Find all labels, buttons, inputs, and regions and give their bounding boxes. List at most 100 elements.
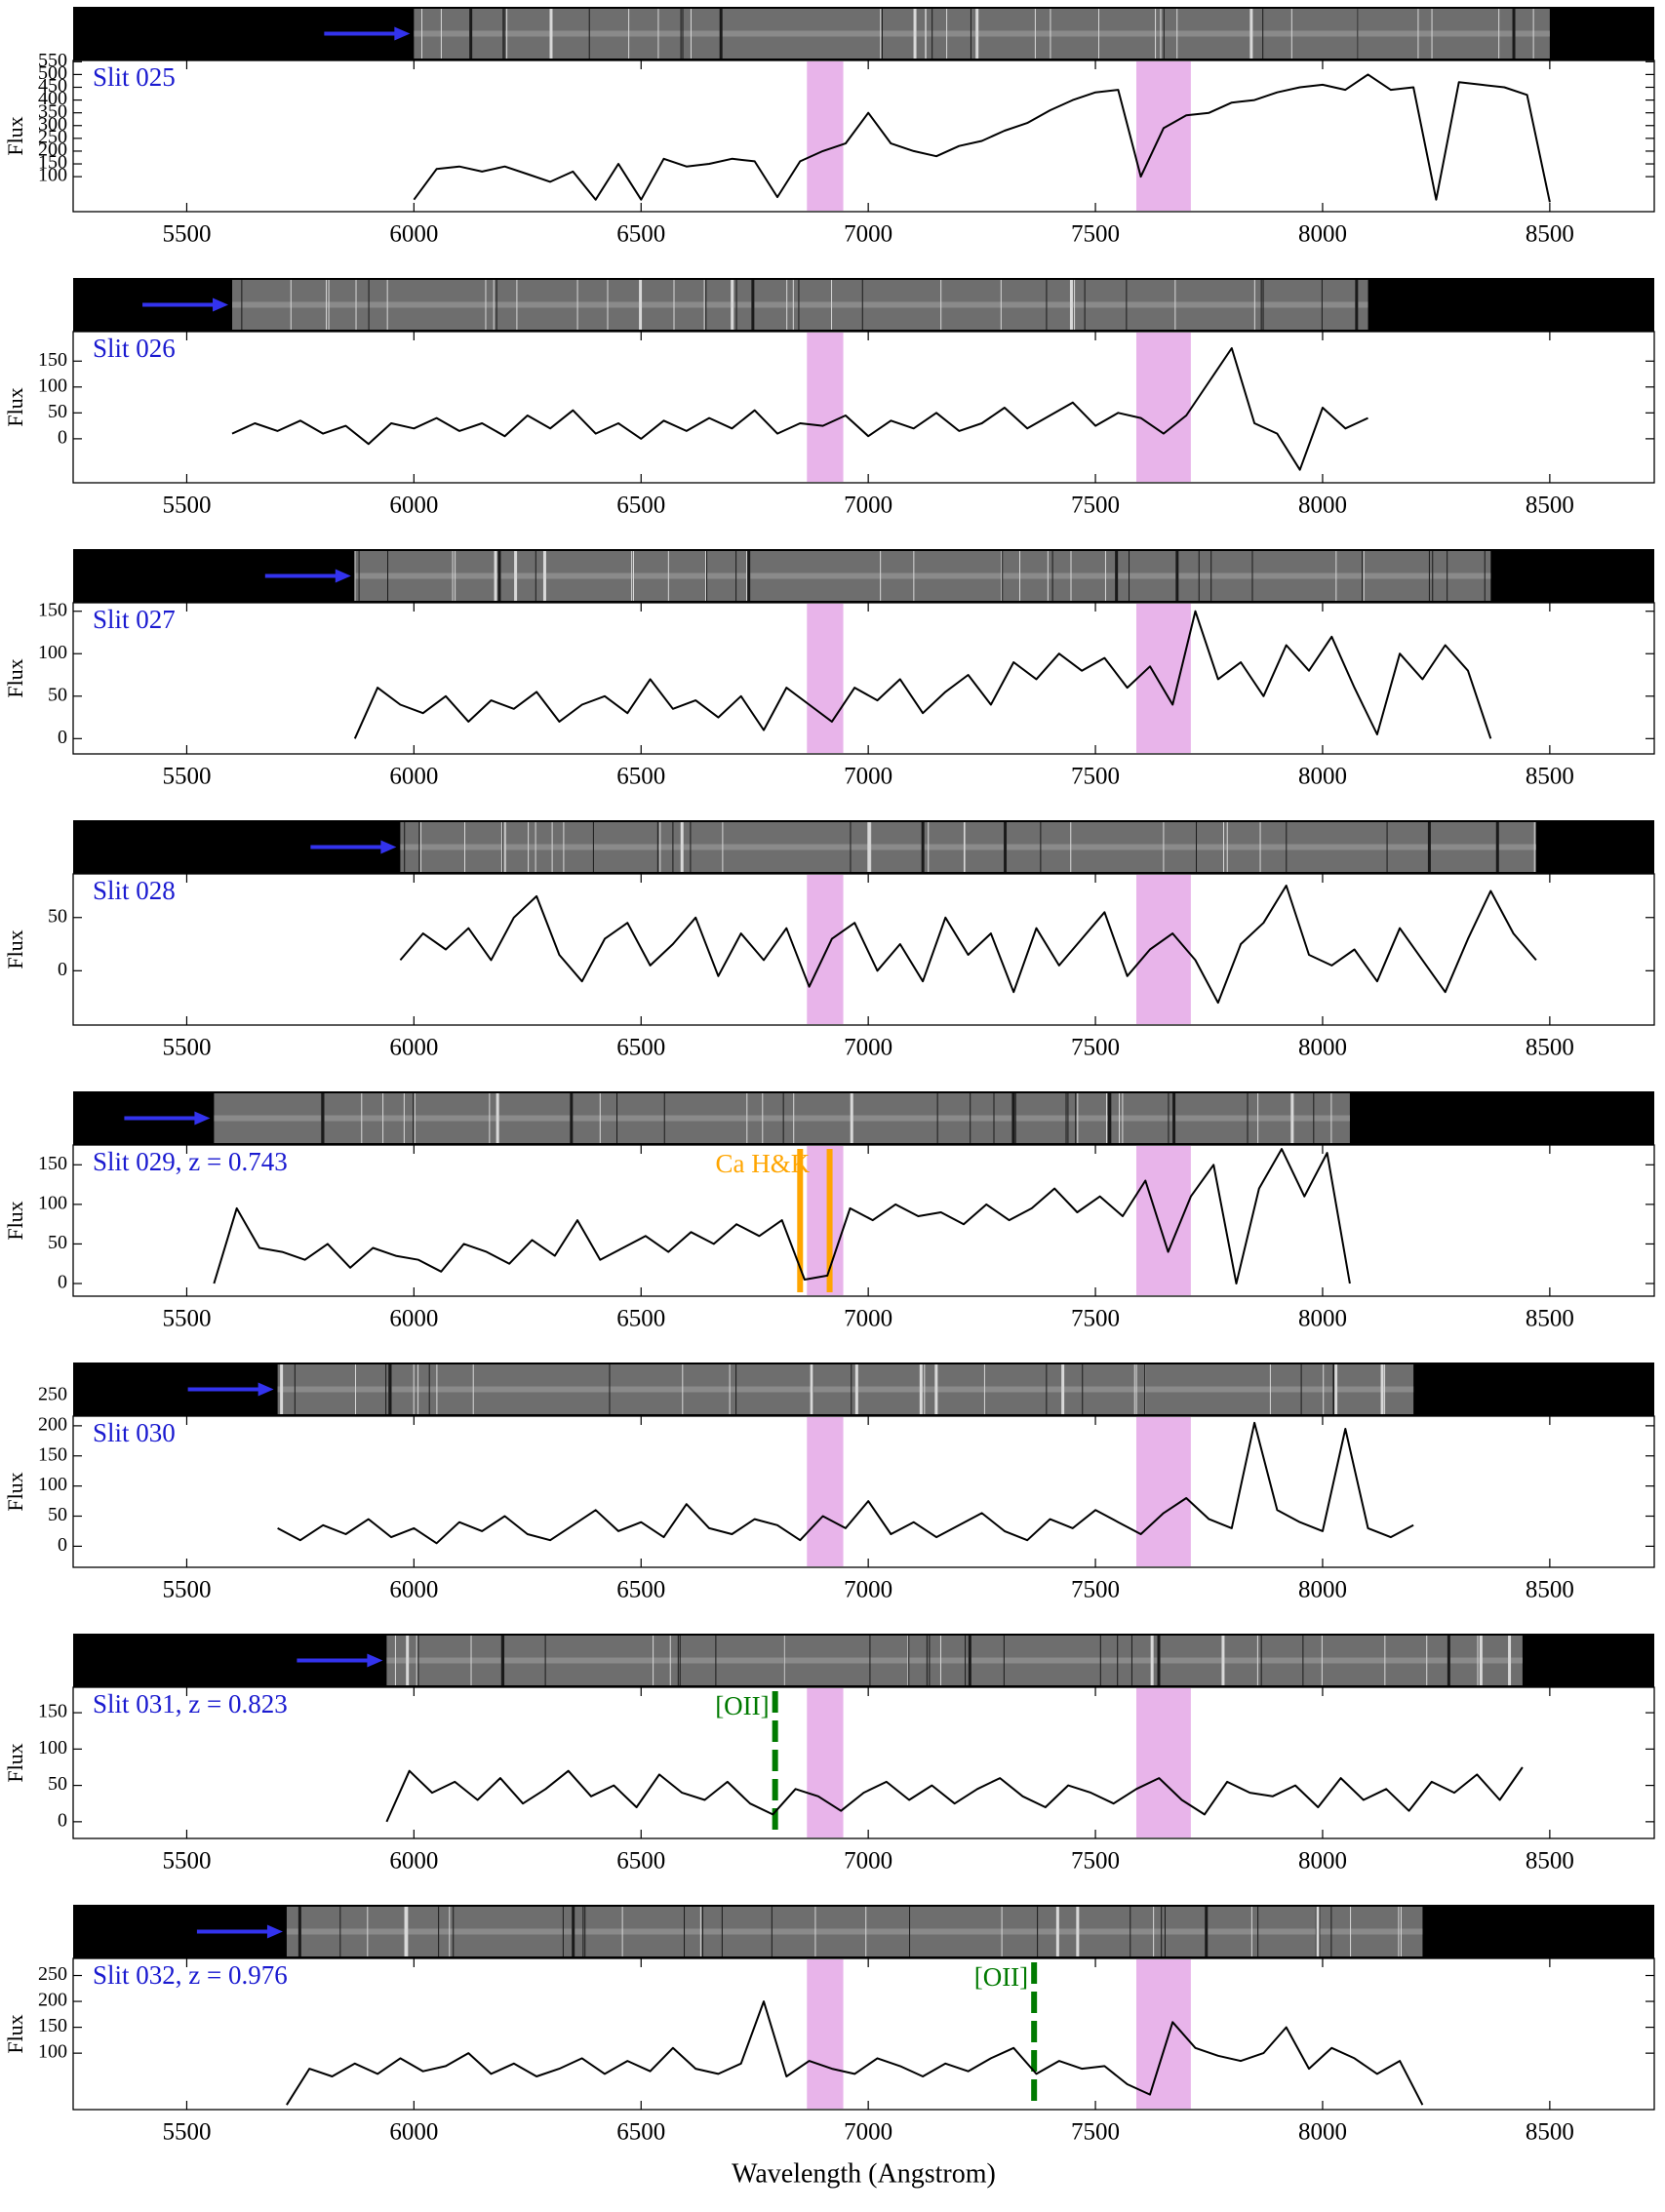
y-tick-label: 200 [38,1990,67,2011]
x-tick-label: 6000 [389,1035,438,1061]
x-tick-label: 8000 [1298,1306,1347,1332]
x-tick-label: 7500 [1071,1577,1120,1603]
x-tick-label: 7000 [844,1848,892,1875]
x-tick-label: 7500 [1071,221,1120,248]
x-tick-label: 8500 [1526,764,1574,790]
x-tick-label: 6500 [616,221,665,248]
telluric-band [807,604,844,753]
y-tick-label: 0 [58,959,67,980]
telluric-band [1135,1959,1191,2109]
spectrum-trace [400,844,1536,850]
x-tick-label: 8000 [1298,764,1347,790]
y-tick-label: 150 [38,2015,67,2036]
x-tick-label: 5500 [162,221,211,248]
x-tick-label: 8000 [1298,2119,1347,2146]
y-axis-label: Flux [3,929,27,968]
x-tick-label: 6500 [616,1577,665,1603]
panel: 5500 6000 6500 7000 7500 8000 8500 0 50 Flux Slit … [3,820,1655,1061]
x-tick-label: 7500 [1071,493,1120,519]
y-tick-label: 100 [38,1192,67,1213]
y-tick-label: 100 [38,1737,67,1758]
x-tick-label: 6000 [389,2119,438,2146]
panel: 5500 6000 6500 7000 7500 8000 8500 100 150 200 250… [3,1905,1655,2189]
spectrum-line [399,885,1537,1005]
y-axis-label: Flux [3,658,27,697]
x-tick-label: 5500 [162,1577,211,1603]
panel-title: Slit 030 [93,1418,176,1447]
spectrum-trace [286,1928,1423,1935]
panel: 5500 6000 6500 7000 7500 8000 8500 0 50 100 150 200… [3,1363,1655,1603]
x-tick-label: 7500 [1071,764,1120,790]
y-axis-label: Flux [3,116,27,155]
x-tick-label: 7000 [844,1035,892,1061]
y-tick-label: 100 [38,165,67,186]
x-tick-label: 6000 [389,764,438,790]
x-tick-label: 7000 [844,764,892,790]
panel-title: Slit 032, z = 0.976 [93,1960,288,1990]
x-tick-label: 6500 [616,1848,665,1875]
telluric-band [1135,333,1191,482]
y-axis-label: Flux [3,2014,27,2053]
plot-area [72,1686,1655,1839]
y-tick-label: 550 [38,50,67,71]
telluric-band [1135,61,1191,211]
spectrum-line [353,610,1492,739]
y-tick-label: 150 [38,1153,67,1174]
x-tick-label: 8500 [1526,1035,1574,1061]
y-tick-label: 0 [58,1272,67,1293]
x-tick-label: 7000 [844,1577,892,1603]
x-tick-label: 5500 [162,1848,211,1875]
arrow-head [213,297,229,312]
panel: 5500 6000 6500 7000 7500 8000 8500 0 50 100 150 Flu… [3,1091,1655,1332]
y-tick-label: 0 [58,426,67,448]
spectrum-line [277,1421,1414,1545]
x-tick-label: 7500 [1071,1306,1120,1332]
telluric-band [1135,1417,1191,1566]
telluric-band [1135,875,1191,1024]
x-tick-label: 7500 [1071,2119,1120,2146]
x-tick-label: 6500 [616,493,665,519]
y-tick-label: 250 [38,1963,67,1985]
x-tick-label: 5500 [162,2119,211,2146]
panel-title: Slit 028 [93,876,176,905]
panel-title: Slit 027 [93,605,176,634]
x-tick-label: 8000 [1298,493,1347,519]
plot-area [72,331,1655,484]
y-tick-label: 150 [38,1701,67,1722]
y-tick-label: 50 [48,1773,67,1795]
y-tick-label: 150 [38,152,67,174]
y-tick-label: 0 [58,1534,67,1556]
panel-title: Slit 026 [93,334,176,363]
panel-title: Slit 025 [93,62,176,92]
x-tick-label: 5500 [162,1306,211,1332]
spectrum-trace [414,30,1550,37]
plot-area [72,602,1655,755]
x-axis-label: Wavelength (Angstrom) [732,2158,996,2189]
panel: 5500 6000 6500 7000 7500 8000 8500 0 50 100 150 Flu… [3,549,1655,790]
line-label: Ca H&K [716,1149,811,1178]
arrow-head [258,1382,274,1397]
x-tick-label: 8500 [1526,1306,1574,1332]
arrow-head [394,26,411,41]
x-tick-label: 8000 [1298,221,1347,248]
y-tick-label: 250 [38,126,67,147]
spectrum-line [213,1148,1351,1284]
y-tick-label: 0 [58,1809,67,1831]
x-tick-label: 7500 [1071,1035,1120,1061]
x-tick-label: 6000 [389,1306,438,1332]
line-label: [OII] [974,1962,1028,1992]
telluric-band [807,1959,844,2109]
x-tick-label: 8500 [1526,1577,1574,1603]
y-tick-label: 0 [58,727,67,748]
y-tick-label: 50 [48,401,67,422]
arrow-head [266,1924,283,1939]
arrow-head [367,1653,383,1668]
y-tick-label: 450 [38,75,67,97]
telluric-band [807,1688,844,1837]
spectrum-line [413,73,1551,203]
x-tick-label: 8500 [1526,221,1574,248]
plot-area [72,1957,1655,2111]
y-tick-label: 400 [38,88,67,109]
panel: 5500 6000 6500 7000 7500 8000 8500 0 50 100 150 Flu… [3,278,1655,519]
